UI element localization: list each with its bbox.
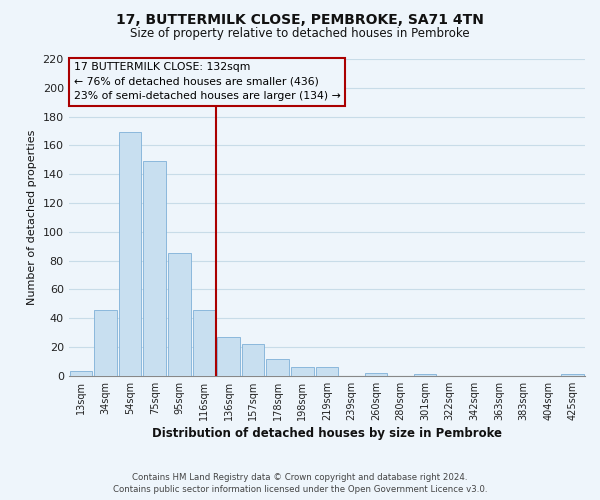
Bar: [94, 310, 117, 376]
X-axis label: Distribution of detached houses by size in Pembroke: Distribution of detached houses by size …: [152, 427, 502, 440]
Bar: [119, 132, 142, 376]
Text: Size of property relative to detached houses in Pembroke: Size of property relative to detached ho…: [130, 28, 470, 40]
Bar: [193, 310, 215, 376]
Bar: [291, 367, 314, 376]
Bar: [562, 374, 584, 376]
Bar: [266, 358, 289, 376]
Bar: [70, 372, 92, 376]
Y-axis label: Number of detached properties: Number of detached properties: [27, 130, 37, 305]
Text: 17, BUTTERMILK CLOSE, PEMBROKE, SA71 4TN: 17, BUTTERMILK CLOSE, PEMBROKE, SA71 4TN: [116, 12, 484, 26]
Text: Contains HM Land Registry data © Crown copyright and database right 2024.
Contai: Contains HM Land Registry data © Crown c…: [113, 472, 487, 494]
Bar: [365, 373, 388, 376]
Text: 17 BUTTERMILK CLOSE: 132sqm
← 76% of detached houses are smaller (436)
23% of se: 17 BUTTERMILK CLOSE: 132sqm ← 76% of det…: [74, 62, 340, 102]
Bar: [143, 161, 166, 376]
Bar: [414, 374, 436, 376]
Bar: [242, 344, 265, 376]
Bar: [217, 337, 240, 376]
Bar: [316, 367, 338, 376]
Bar: [168, 254, 191, 376]
